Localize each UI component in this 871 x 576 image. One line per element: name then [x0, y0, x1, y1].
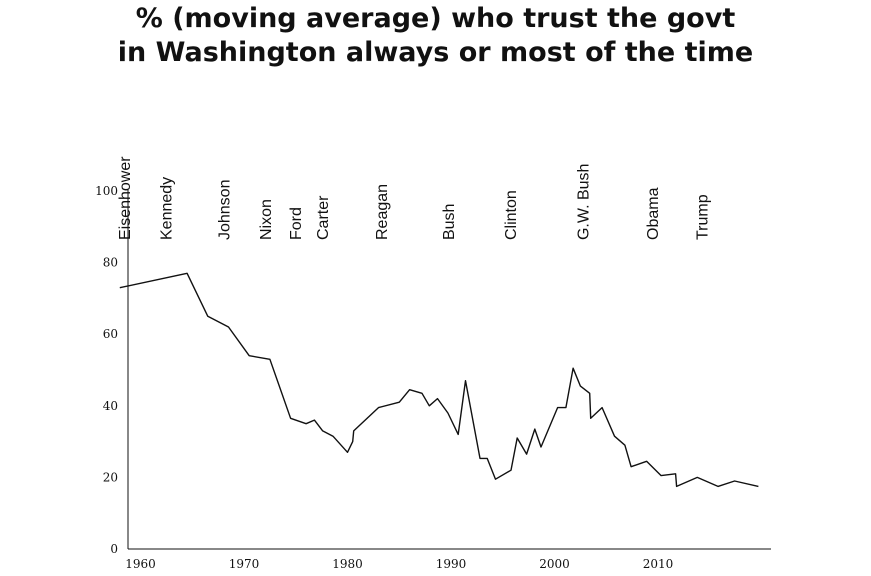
y-tick-label: 100: [95, 184, 118, 198]
y-tick-label: 40: [103, 399, 118, 413]
y-tick-label: 0: [110, 542, 118, 556]
president-label: Clinton: [503, 190, 520, 240]
x-tick-label: 2010: [643, 557, 674, 571]
president-label: Trump: [695, 194, 712, 240]
president-label: Nixon: [258, 199, 275, 240]
president-label: Bush: [441, 204, 458, 240]
chart-title-block: % (moving average) who trust the govt in…: [0, 2, 871, 70]
y-tick-label: 80: [103, 256, 118, 270]
president-label: Reagan: [374, 184, 391, 240]
x-tick-label: 1980: [332, 557, 363, 571]
chart-subtitle: in Washington always or most of the time: [117, 37, 754, 68]
president-label: Obama: [645, 187, 662, 240]
president-label: Carter: [315, 195, 332, 240]
y-tick-label: 20: [103, 470, 118, 484]
x-tick-label: 1970: [229, 557, 260, 571]
chart-title: % (moving average) who trust the govt: [135, 3, 736, 34]
president-label: Ford: [288, 207, 305, 240]
trust-series-line: [119, 272, 759, 488]
y-tick-label: 60: [103, 327, 118, 341]
president-label: G.W. Bush: [576, 164, 593, 240]
president-label: Eisenhower: [117, 156, 134, 240]
x-tick-label: 1990: [436, 557, 467, 571]
president-label: Kennedy: [159, 177, 176, 240]
president-label: Johnson: [217, 179, 234, 240]
x-tick-label: 2000: [539, 557, 570, 571]
x-tick-label: 1960: [125, 557, 156, 571]
